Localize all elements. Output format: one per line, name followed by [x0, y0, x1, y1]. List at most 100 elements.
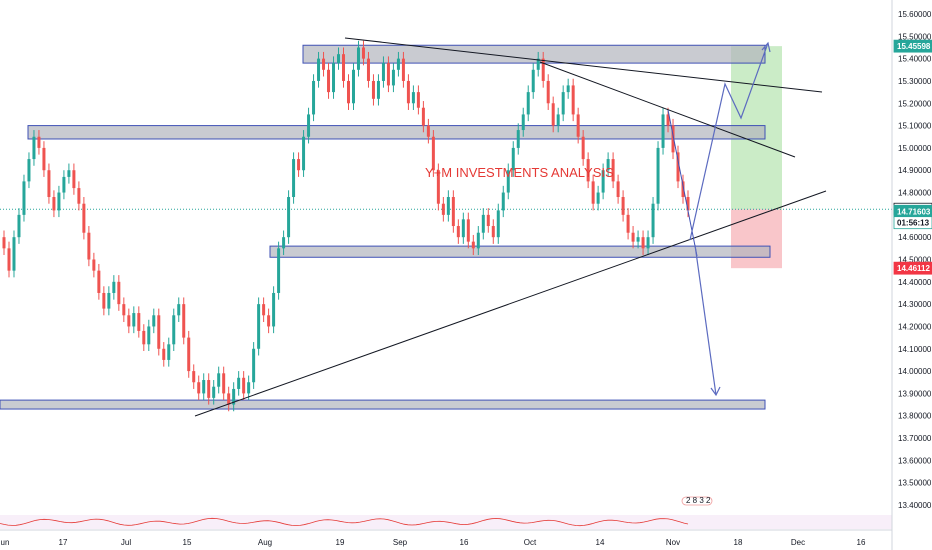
candle-body	[561, 92, 565, 115]
candle-body	[267, 315, 271, 327]
stop-zone[interactable]	[731, 209, 782, 269]
resistance-trendline-b[interactable]	[539, 61, 796, 158]
candle-body	[7, 248, 11, 271]
zone-resistance-top[interactable]	[302, 44, 766, 64]
candle-body	[32, 136, 36, 160]
candle-body	[332, 63, 336, 93]
candle-body	[486, 214, 490, 227]
candle-body	[441, 203, 445, 215]
time-tick-label: 15	[183, 538, 192, 547]
candle-body	[421, 107, 425, 126]
resistance-trendline-a[interactable]	[344, 37, 823, 93]
bearish-projection-path[interactable]	[694, 244, 717, 396]
time-tick-label: 14	[596, 538, 605, 547]
price-tag	[893, 261, 932, 275]
candle-body	[327, 69, 331, 93]
candle-body	[22, 181, 26, 215]
price-tick-label: 14.80000	[898, 189, 932, 198]
candle-body	[172, 315, 176, 345]
price-tick-label: 13.90000	[898, 389, 932, 398]
zone-support-mid[interactable]	[269, 245, 771, 258]
price-tick-label: 15.50000	[898, 32, 932, 41]
price-tick-label: 13.60000	[898, 456, 932, 465]
candle-body	[312, 80, 316, 115]
time-tick-label: Oct	[524, 538, 537, 547]
candle-body	[431, 136, 435, 171]
candle-body	[491, 226, 495, 238]
candle-body	[401, 58, 405, 81]
candle-body	[616, 181, 620, 198]
price-tick-label: 14.20000	[898, 322, 932, 331]
candle-body	[277, 248, 281, 293]
candle-body	[17, 214, 21, 238]
candle-body	[252, 348, 256, 383]
candle-body	[82, 203, 86, 233]
candle-body	[576, 114, 580, 137]
candle-body	[272, 292, 276, 327]
candle-body	[37, 136, 41, 148]
candle-body	[92, 259, 96, 271]
candle-body	[62, 176, 66, 193]
candle-body	[307, 114, 311, 137]
candle-body	[371, 80, 375, 99]
candle-body	[656, 147, 660, 204]
support-trendline[interactable]	[194, 190, 827, 417]
candle-body	[67, 170, 71, 177]
candle-body	[366, 58, 370, 81]
candle-body	[546, 80, 550, 104]
candle-body	[302, 136, 306, 171]
candle-body	[351, 69, 355, 104]
price-tick-label: 14.90000	[898, 166, 932, 175]
candle-body	[227, 393, 231, 405]
time-tick-label: 16	[857, 538, 866, 547]
candle-body	[192, 371, 196, 383]
candle-body	[556, 114, 560, 126]
candle-body	[381, 63, 385, 81]
candle-body	[262, 304, 266, 316]
candle-body	[127, 315, 131, 327]
time-tick-label: 18	[734, 538, 743, 547]
price-tick-label: 14.00000	[898, 367, 932, 376]
candle-body	[541, 58, 545, 81]
bullish-arrowhead	[761, 41, 771, 53]
price-tick-label: 14.40000	[898, 278, 932, 287]
candle-body	[686, 197, 690, 211]
candle-body	[47, 170, 51, 198]
candle-body	[292, 159, 296, 198]
candle-body	[586, 159, 590, 182]
zone-resistance-mid[interactable]	[27, 125, 766, 140]
candle-body	[416, 92, 420, 108]
candle-body	[621, 197, 625, 215]
candle-body	[596, 192, 600, 204]
candle-body	[117, 281, 121, 305]
candle-body	[142, 330, 146, 345]
price-tag-label: 14.46112	[897, 264, 930, 273]
price-tick-label: 14.10000	[898, 345, 932, 354]
candle-body	[551, 103, 555, 126]
candle-body	[242, 377, 246, 394]
candle-body	[97, 270, 101, 293]
candle-body	[661, 114, 665, 148]
candle-body	[516, 130, 520, 148]
candle-body	[591, 181, 595, 204]
price-tick-label: 15.60000	[898, 10, 932, 19]
candle-body	[317, 58, 321, 81]
candle-body	[676, 152, 680, 182]
price-tick-label: 14.60000	[898, 233, 932, 242]
candle-body	[102, 292, 106, 309]
candle-body	[611, 159, 615, 182]
time-tick-label: Sep	[393, 538, 408, 547]
candle-body	[12, 237, 16, 271]
candle-body	[152, 315, 156, 327]
time-tick-label: Aug	[258, 538, 272, 547]
candle-body	[391, 69, 395, 86]
bullish-projection-path[interactable]	[689, 42, 769, 241]
time-tick-label: Dec	[791, 538, 805, 547]
bearish-arrowhead	[710, 386, 721, 397]
candle-body	[337, 54, 341, 64]
candle-body	[122, 304, 126, 316]
zone-support-low[interactable]	[0, 399, 766, 410]
candle-body	[406, 80, 410, 104]
